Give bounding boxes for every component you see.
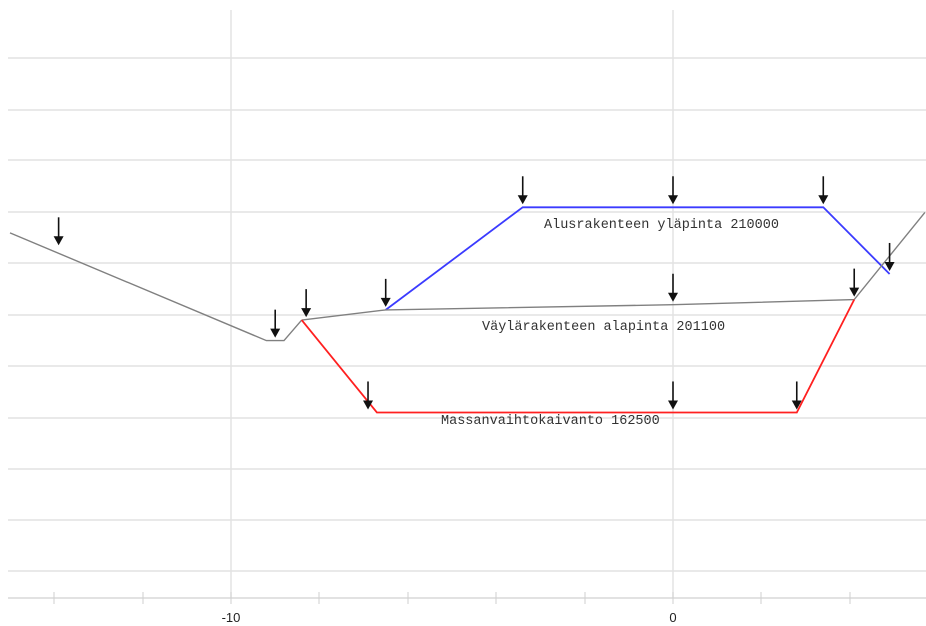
down-arrow-icon [791, 381, 802, 410]
grid [8, 10, 926, 598]
down-arrow-icon [818, 176, 829, 205]
x-tick-label-0: 0 [669, 610, 676, 625]
down-arrow-icon [668, 381, 678, 410]
down-arrow-icon [53, 217, 64, 246]
down-arrow-icon [849, 268, 860, 297]
down-arrow-icon [380, 278, 391, 307]
profile-line-vaylarakenne [301, 211, 926, 321]
down-arrow-icon [517, 176, 528, 205]
layer-labels: Alusrakenteen yläpinta 210000 Väyläraken… [441, 218, 779, 429]
label-alusrakenne: Alusrakenteen yläpinta 210000 [544, 218, 779, 233]
down-arrow-icon [301, 289, 312, 318]
down-arrow-icon [884, 242, 895, 271]
point-markers [53, 176, 895, 410]
down-arrow-icon [270, 309, 281, 338]
profile-lines [9, 206, 926, 414]
profile-line-alusrakenne [385, 206, 891, 311]
label-vaylarakenne: Väylärakenteen alapinta 201100 [482, 320, 725, 335]
label-massanvaihto: Massanvaihtokaivanto 162500 [441, 414, 660, 429]
profile-line-massanvaihto [301, 299, 856, 414]
x-tick-label-minus-10: -10 [222, 610, 241, 625]
x-axis: -10 0 [8, 592, 926, 625]
down-arrow-icon [363, 381, 374, 410]
profile-line-ground-profile [9, 232, 303, 342]
down-arrow-icon [668, 273, 678, 302]
down-arrow-icon [668, 176, 678, 205]
